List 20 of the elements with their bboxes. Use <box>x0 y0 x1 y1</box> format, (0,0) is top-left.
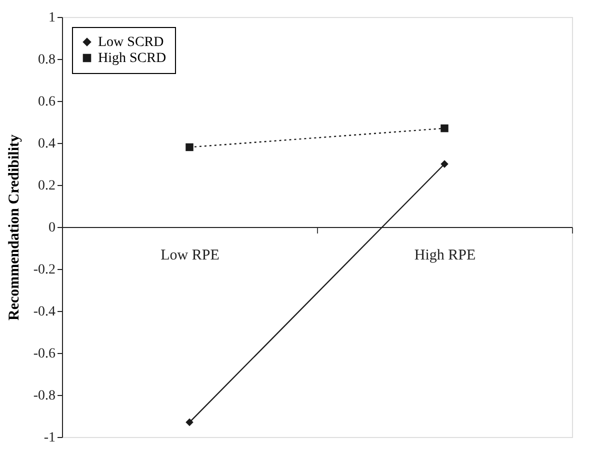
x-tick-label: Low RPE <box>160 248 220 264</box>
y-axis-title: Recommendation Credibility <box>6 134 22 320</box>
x-tick-label: High RPE <box>414 248 476 264</box>
y-tick-label: -0.8 <box>33 388 56 404</box>
y-tick-label: -0.6 <box>33 346 56 362</box>
point <box>186 143 194 152</box>
y-tick-label: 0.8 <box>38 52 56 68</box>
point <box>440 160 448 168</box>
y-tick-label: 0.4 <box>38 136 56 152</box>
y-tick-label: -0.4 <box>33 304 56 320</box>
y-tick-label: -0.2 <box>33 262 56 278</box>
y-tick-label: 1 <box>48 10 56 26</box>
y-tick-label: 0.2 <box>38 178 56 194</box>
point <box>440 124 448 132</box>
legend-label: High SCRD <box>98 51 166 66</box>
y-tick-label: 0 <box>48 220 56 236</box>
point <box>186 418 194 426</box>
y-tick-label: -1 <box>44 430 56 446</box>
legend-label: Low SCRD <box>98 35 164 50</box>
y-tick-label: 0.6 <box>38 94 56 110</box>
